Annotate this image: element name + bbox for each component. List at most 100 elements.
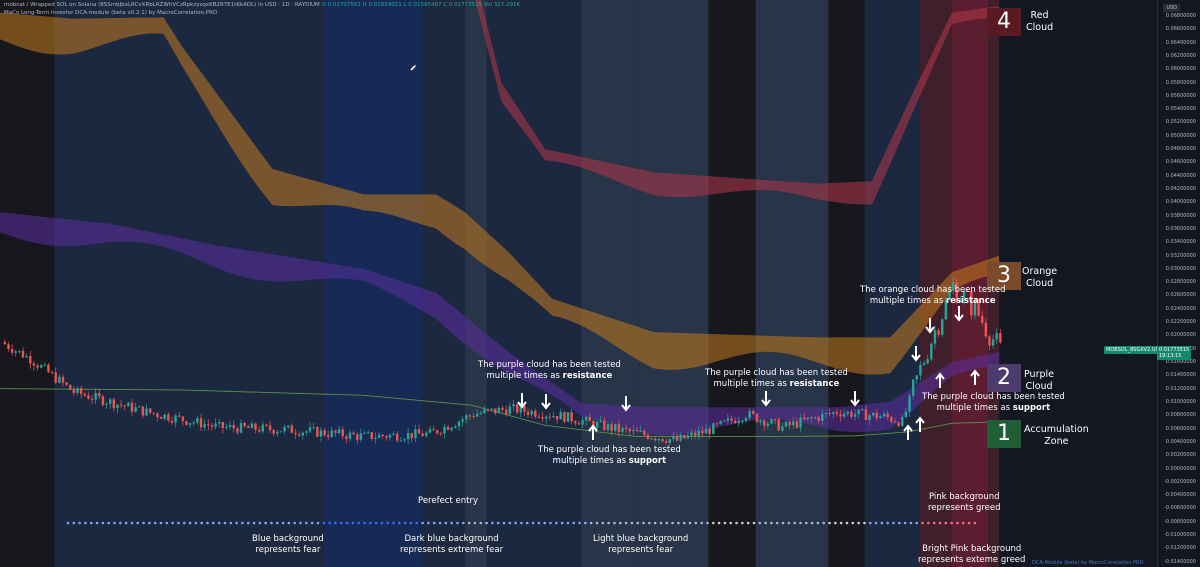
annotation-dark-blue-background: Dark blue background represents extreme f… <box>400 534 503 555</box>
sentiment-dot <box>380 521 384 525</box>
sentiment-dot <box>781 521 785 525</box>
candle-body <box>559 412 562 420</box>
candle-body <box>145 408 148 416</box>
sentiment-dot <box>601 521 605 525</box>
candle-body <box>148 408 152 413</box>
candle-body <box>966 290 969 292</box>
candle-body <box>897 422 900 426</box>
sentiment-dot <box>648 521 651 525</box>
candle-body <box>399 440 403 442</box>
candle-body <box>308 427 312 432</box>
candle-body <box>693 432 697 437</box>
sentiment-dot <box>119 521 122 525</box>
annotation-line: represents exteme greed <box>918 554 1026 565</box>
candle-body <box>632 429 635 432</box>
sentiment-dot <box>903 521 907 525</box>
sentiment-dot <box>682 521 686 525</box>
sentiment-dot <box>351 521 355 525</box>
sentiment-dot <box>566 521 570 525</box>
candle-body <box>341 429 344 437</box>
price-tick: 0.00600000 <box>1165 425 1196 432</box>
candle-body <box>828 412 831 414</box>
sentiment-dot <box>659 521 663 525</box>
price-tick: 0.01600000 <box>1165 359 1196 366</box>
annotation-line: multiple times as <box>936 402 1013 413</box>
candle-body <box>316 427 319 437</box>
candle-body <box>911 379 915 396</box>
sentiment-dot <box>322 521 326 525</box>
last-price-value: 0.01773515 <box>1159 347 1190 353</box>
sentiment-dot <box>177 521 180 525</box>
candle-body <box>534 410 537 417</box>
sentiment-dot <box>677 521 680 525</box>
candle-body <box>112 399 116 409</box>
price-chart[interactable] <box>0 0 1158 567</box>
candle-body <box>799 417 802 428</box>
candle-body <box>951 282 955 291</box>
candle-body <box>948 290 951 300</box>
candle-body <box>792 421 795 426</box>
price-axis[interactable]: USD 0.06800000 0.06600000 0.06400000 0.0620… <box>1157 0 1200 567</box>
footer-credit[interactable]: DCA-Module (beta) by MacroCorrelation.PR… <box>1032 560 1144 566</box>
annotation-purple-resistance-2: The purple cloud has been tested multipl… <box>705 368 848 389</box>
candle-body <box>770 419 773 424</box>
sentiment-dot <box>537 521 541 525</box>
candle-body <box>664 441 668 443</box>
sentiment-dot <box>357 521 360 525</box>
arrowhead-down-icon <box>761 399 771 407</box>
sentiment-dot <box>636 521 640 525</box>
candle-body <box>846 411 849 414</box>
candle-body <box>817 417 820 421</box>
candle-body <box>436 430 439 434</box>
symbol-legend[interactable]: mobcat / Wrapped SOL on Solana (8SSmbJbx… <box>4 2 520 8</box>
annotation-keyword: support <box>628 455 667 466</box>
annotation-line: represents greed <box>928 502 1001 513</box>
candle-body <box>454 426 457 428</box>
candle-body <box>461 419 464 422</box>
arrowhead-down-icon <box>911 354 921 362</box>
candle-body <box>802 417 806 420</box>
candle-body <box>374 437 377 439</box>
candle-body <box>984 322 988 337</box>
sentiment-dot <box>281 521 285 525</box>
sentiment-dot <box>758 521 762 525</box>
indicator-legend[interactable]: MaCo Long-Term Investor DCA-module (beta… <box>4 10 218 16</box>
candle-body <box>348 432 352 439</box>
candle-body <box>203 424 206 428</box>
candle-body <box>287 425 290 428</box>
price-tick: 0.03000000 <box>1165 265 1196 272</box>
candle-body <box>403 439 406 441</box>
sentiment-dot <box>770 521 773 525</box>
candle-body <box>330 430 334 437</box>
price-tick: 0.02400000 <box>1165 305 1196 312</box>
candle-body <box>392 433 395 435</box>
candle-body <box>475 413 479 417</box>
candle-body <box>806 417 809 420</box>
background-band-neutral <box>828 0 865 567</box>
candle-body <box>592 421 595 428</box>
price-tick: -0.00800000 <box>1163 518 1196 525</box>
price-tick: 0.01000000 <box>1165 398 1196 405</box>
price-tick: 0.05200000 <box>1165 119 1196 126</box>
sentiment-dot <box>270 521 273 525</box>
candle-body <box>577 423 581 425</box>
price-tick: 0.04600000 <box>1165 159 1196 166</box>
candle-body <box>955 282 958 302</box>
candle-body <box>508 406 512 415</box>
candle-body <box>908 395 911 412</box>
sentiment-dot <box>909 521 913 525</box>
candle-body <box>973 300 977 316</box>
sentiment-dot <box>723 521 727 525</box>
sentiment-dot <box>316 521 320 525</box>
sentiment-dot <box>706 521 709 525</box>
candle-body <box>101 396 105 406</box>
candle-body <box>276 432 279 434</box>
price-tick: 0.05000000 <box>1165 132 1196 139</box>
candle-body <box>672 436 675 440</box>
candle-body <box>723 420 726 422</box>
sentiment-dot <box>339 521 343 525</box>
currency-label[interactable]: USD <box>1163 4 1180 12</box>
candle-body <box>882 413 886 417</box>
annotation-purple-resistance-1: The purple cloud has been tested multipl… <box>478 360 621 381</box>
sentiment-dot <box>136 521 140 525</box>
